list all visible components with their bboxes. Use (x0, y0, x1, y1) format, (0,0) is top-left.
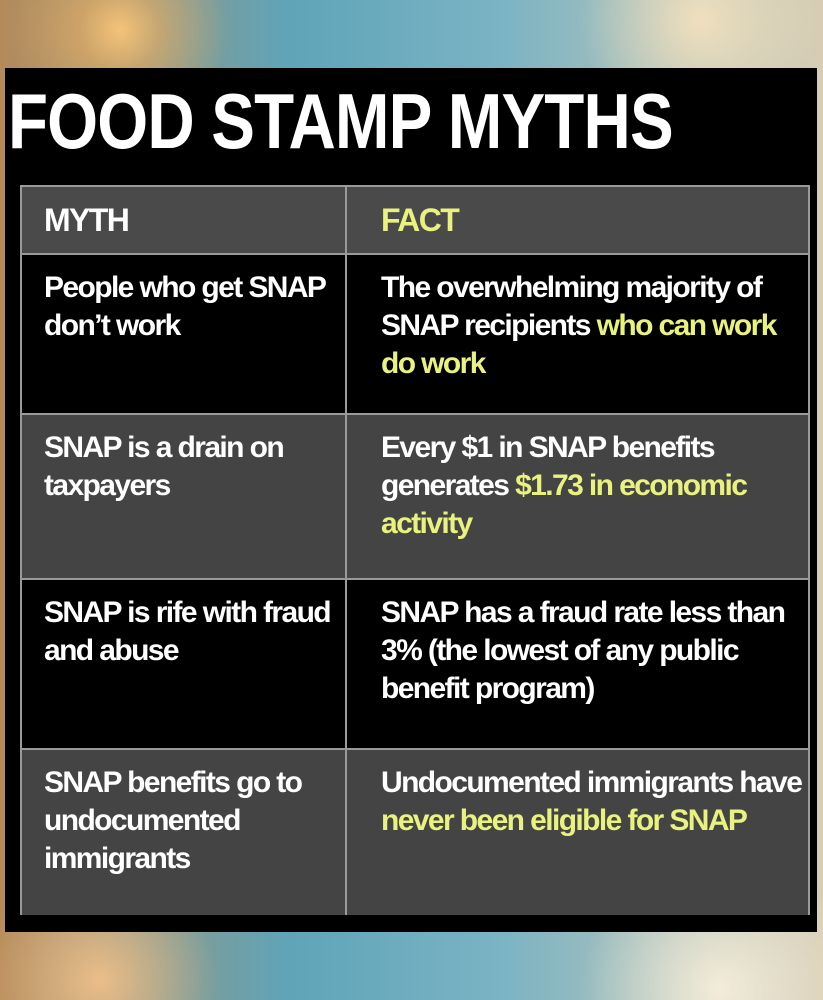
fact-cell: Every $1 in SNAP benefits generates $1.7… (347, 415, 808, 578)
table-row: SNAP is rife with fraud and abuse SNAP h… (22, 580, 808, 750)
page-title: FOOD STAMP MYTHS (8, 77, 674, 165)
myth-cell: SNAP is rife with fraud and abuse (22, 580, 347, 748)
fact-text: Every $1 in SNAP benefits generates (381, 431, 716, 502)
table-row: People who get SNAP don’t work The overw… (22, 255, 808, 415)
table-row: SNAP is a drain on taxpayers Every $1 in… (22, 415, 808, 580)
header-myth: MYTH (22, 187, 347, 253)
fact-cell: SNAP has a fraud rate less than 3% (the … (347, 580, 808, 748)
fact-cell: The overwhelming majority of SNAP recipi… (347, 255, 808, 413)
table-header-row: MYTH FACT (22, 187, 808, 255)
fact-text: Undocumented immigrants have (381, 766, 803, 799)
table-row: SNAP benefits go to undocumented immigra… (22, 750, 808, 915)
fact-text: SNAP has a fraud rate less than 3% (the … (381, 596, 786, 705)
myth-cell: SNAP benefits go to undocumented immigra… (22, 750, 347, 915)
fact-cell: Undocumented immigrants have never been … (347, 750, 808, 915)
fact-highlight: never been eligible for SNAP (381, 804, 748, 837)
myth-fact-table: MYTH FACT People who get SNAP don’t work… (20, 185, 810, 915)
fact-text: The overwhelming majority of SNAP recipi… (381, 271, 763, 342)
fact-highlight: $1.73 in economic activity (381, 469, 748, 540)
myth-cell: SNAP is a drain on taxpayers (22, 415, 347, 578)
myth-cell: People who get SNAP don’t work (22, 255, 347, 413)
header-fact: FACT (381, 202, 460, 238)
fact-highlight: who can work do work (381, 309, 777, 380)
